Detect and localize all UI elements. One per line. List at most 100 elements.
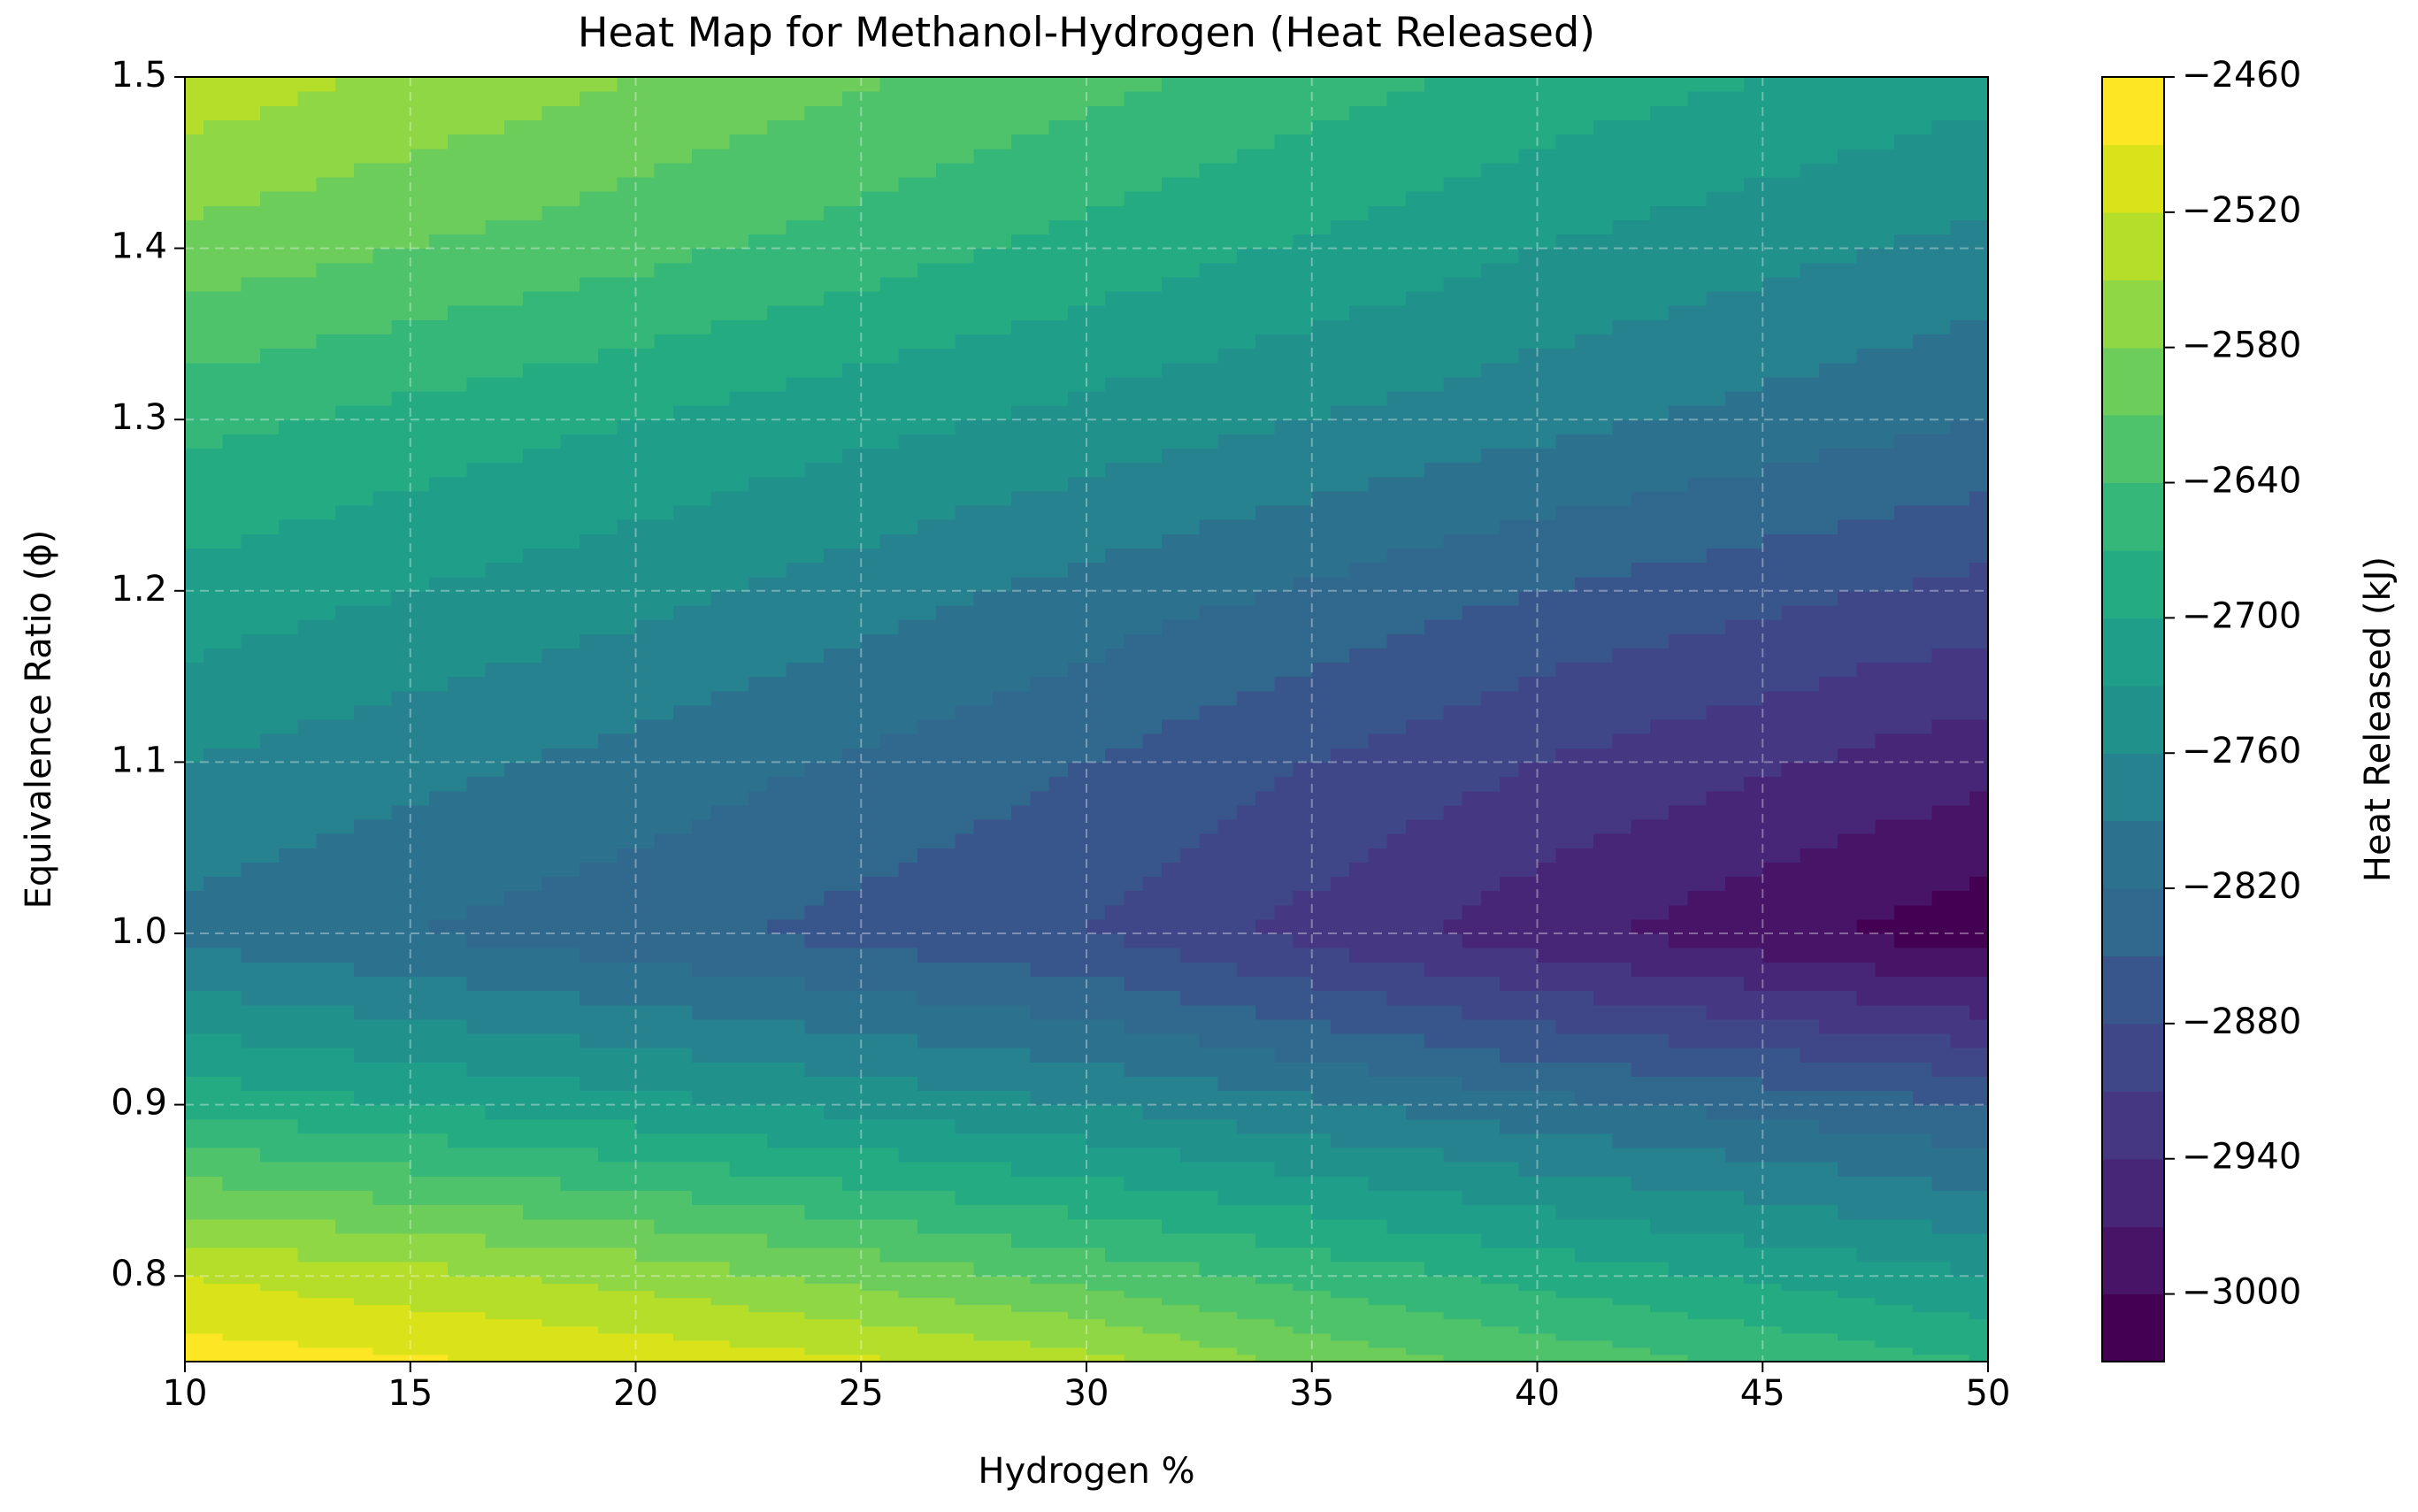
- contour-cell: [1744, 848, 1763, 863]
- contour-cell: [842, 1204, 862, 1220]
- contour-cell: [1030, 933, 1050, 948]
- contour-cell: [1048, 1318, 1069, 1327]
- contour-cell: [842, 1176, 862, 1191]
- contour-cell: [1593, 1004, 1614, 1020]
- contour-cell: [1537, 1147, 1557, 1163]
- contour-cell: [1236, 1204, 1256, 1220]
- contour-cell: [1199, 1318, 1219, 1327]
- contour-cell: [1443, 804, 1463, 820]
- contour-cell: [1537, 1076, 1557, 1092]
- contour-cell: [579, 804, 599, 820]
- contour-cell: [955, 948, 975, 963]
- contour-cell: [466, 776, 487, 792]
- contour-cell: [879, 990, 900, 1006]
- contour-cell: [1048, 1018, 1069, 1034]
- contour-cell: [316, 1304, 336, 1313]
- contour-cell: [1217, 1204, 1238, 1220]
- contour-cell: [448, 833, 468, 848]
- contour-cell: [1574, 1204, 1594, 1220]
- contour-cell: [1124, 1318, 1144, 1327]
- contour-cell: [1518, 990, 1539, 1006]
- contour-cell: [1781, 1325, 1801, 1334]
- contour-cell: [448, 748, 468, 763]
- contour-cell: [1030, 1118, 1050, 1134]
- contour-cell: [503, 1339, 524, 1348]
- contour-cell: [767, 676, 787, 692]
- contour-cell: [1161, 1147, 1181, 1163]
- contour-cell: [448, 1232, 468, 1248]
- contour-cell: [672, 976, 693, 992]
- contour-cell: [1405, 1190, 1425, 1206]
- contour-cell: [279, 948, 298, 963]
- contour-cell: [1500, 1283, 1519, 1291]
- contour-cell: [617, 590, 637, 606]
- contour-cell: [1762, 1104, 1783, 1120]
- contour-cell: [898, 1283, 918, 1291]
- contour-cell: [654, 1283, 674, 1291]
- contour-cell: [203, 1204, 224, 1220]
- contour-cell: [523, 790, 542, 806]
- contour-cell: [1030, 833, 1050, 848]
- contour-cell: [672, 648, 693, 664]
- contour-cell: [748, 1104, 768, 1120]
- contour-cell: [786, 848, 806, 863]
- contour-cell: [1293, 1048, 1313, 1063]
- contour-cell: [410, 1325, 430, 1334]
- contour-cell: [1781, 1062, 1801, 1077]
- contour-cell: [1950, 1304, 1970, 1313]
- contour-cell: [1969, 1048, 1989, 1063]
- contour-cell: [1669, 1283, 1688, 1291]
- contour-cell: [1124, 1247, 1144, 1263]
- contour-cell: [1593, 918, 1614, 934]
- contour-cell: [1593, 1147, 1614, 1163]
- contour-cell: [842, 762, 862, 778]
- contour-cell: [297, 690, 318, 706]
- contour-cell: [973, 890, 994, 906]
- contour-cell: [786, 1062, 806, 1077]
- contour-cell: [1405, 976, 1425, 992]
- contour-cell: [448, 1339, 468, 1348]
- contour-cell: [1405, 1276, 1425, 1284]
- contour-cell: [334, 1104, 355, 1120]
- contour-cell: [297, 648, 318, 664]
- contour-cell: [1800, 1218, 1820, 1234]
- contour-cell: [1311, 833, 1332, 848]
- contour-cell: [560, 590, 580, 606]
- contour-cell: [1762, 848, 1783, 863]
- contour-cell: [485, 1162, 505, 1177]
- contour-cell: [185, 1032, 204, 1048]
- contour-cell: [1631, 833, 1651, 848]
- contour-cell: [955, 1325, 975, 1334]
- contour-cell: [1368, 804, 1388, 820]
- contour-cell: [541, 1290, 562, 1298]
- contour-cell: [1518, 1004, 1539, 1020]
- contour-cell: [1142, 876, 1163, 892]
- contour-cell: [729, 962, 749, 977]
- contour-cell: [955, 990, 975, 1006]
- contour-cell: [1856, 1297, 1877, 1306]
- contour-cell: [672, 1354, 693, 1362]
- contour-cell: [1931, 1218, 1952, 1234]
- contour-cell: [748, 1232, 768, 1248]
- contour-cell: [861, 933, 881, 948]
- contour-cell: [1349, 1304, 1370, 1313]
- contour-cell: [598, 1104, 618, 1120]
- contour-cell: [354, 619, 373, 634]
- contour-cell: [1011, 962, 1031, 977]
- contour-cell: [1293, 1354, 1313, 1362]
- contour-cell: [1856, 1332, 1877, 1341]
- contour-cell: [1649, 1218, 1670, 1234]
- contour-cell: [1593, 818, 1614, 834]
- contour-cell: [692, 862, 712, 878]
- contour-cell: [448, 1283, 468, 1291]
- contour-cell: [316, 1332, 336, 1341]
- contour-cell: [579, 676, 599, 692]
- contour-cell: [185, 1162, 204, 1177]
- contour-cell: [1762, 1347, 1783, 1355]
- contour-cell: [334, 818, 355, 834]
- contour-cell: [804, 876, 825, 892]
- contour-cell: [786, 904, 806, 920]
- contour-cell: [1518, 918, 1539, 934]
- contour-cell: [541, 604, 562, 620]
- contour-cell: [1086, 1048, 1106, 1063]
